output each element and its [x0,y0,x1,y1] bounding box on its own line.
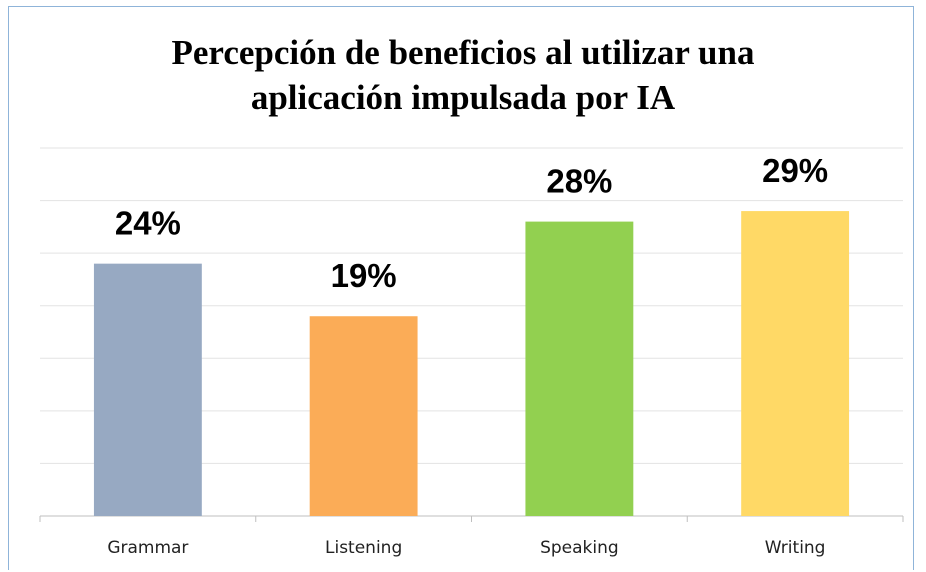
bar [741,211,850,517]
x-tick-label: Grammar [107,538,188,558]
data-label: 24% [115,204,181,241]
x-tick-label: Speaking [540,538,619,558]
bar [93,263,202,516]
x-tick-label: Writing [765,538,826,558]
data-label: 28% [546,162,612,199]
bar [525,221,634,516]
data-label: 19% [331,257,397,294]
data-label: 29% [762,152,828,189]
chart-title: Percepción de beneficios al utilizar una… [171,33,755,117]
x-tick-label: Listening [325,538,402,558]
bar [309,316,418,516]
chart-frame [8,6,914,570]
